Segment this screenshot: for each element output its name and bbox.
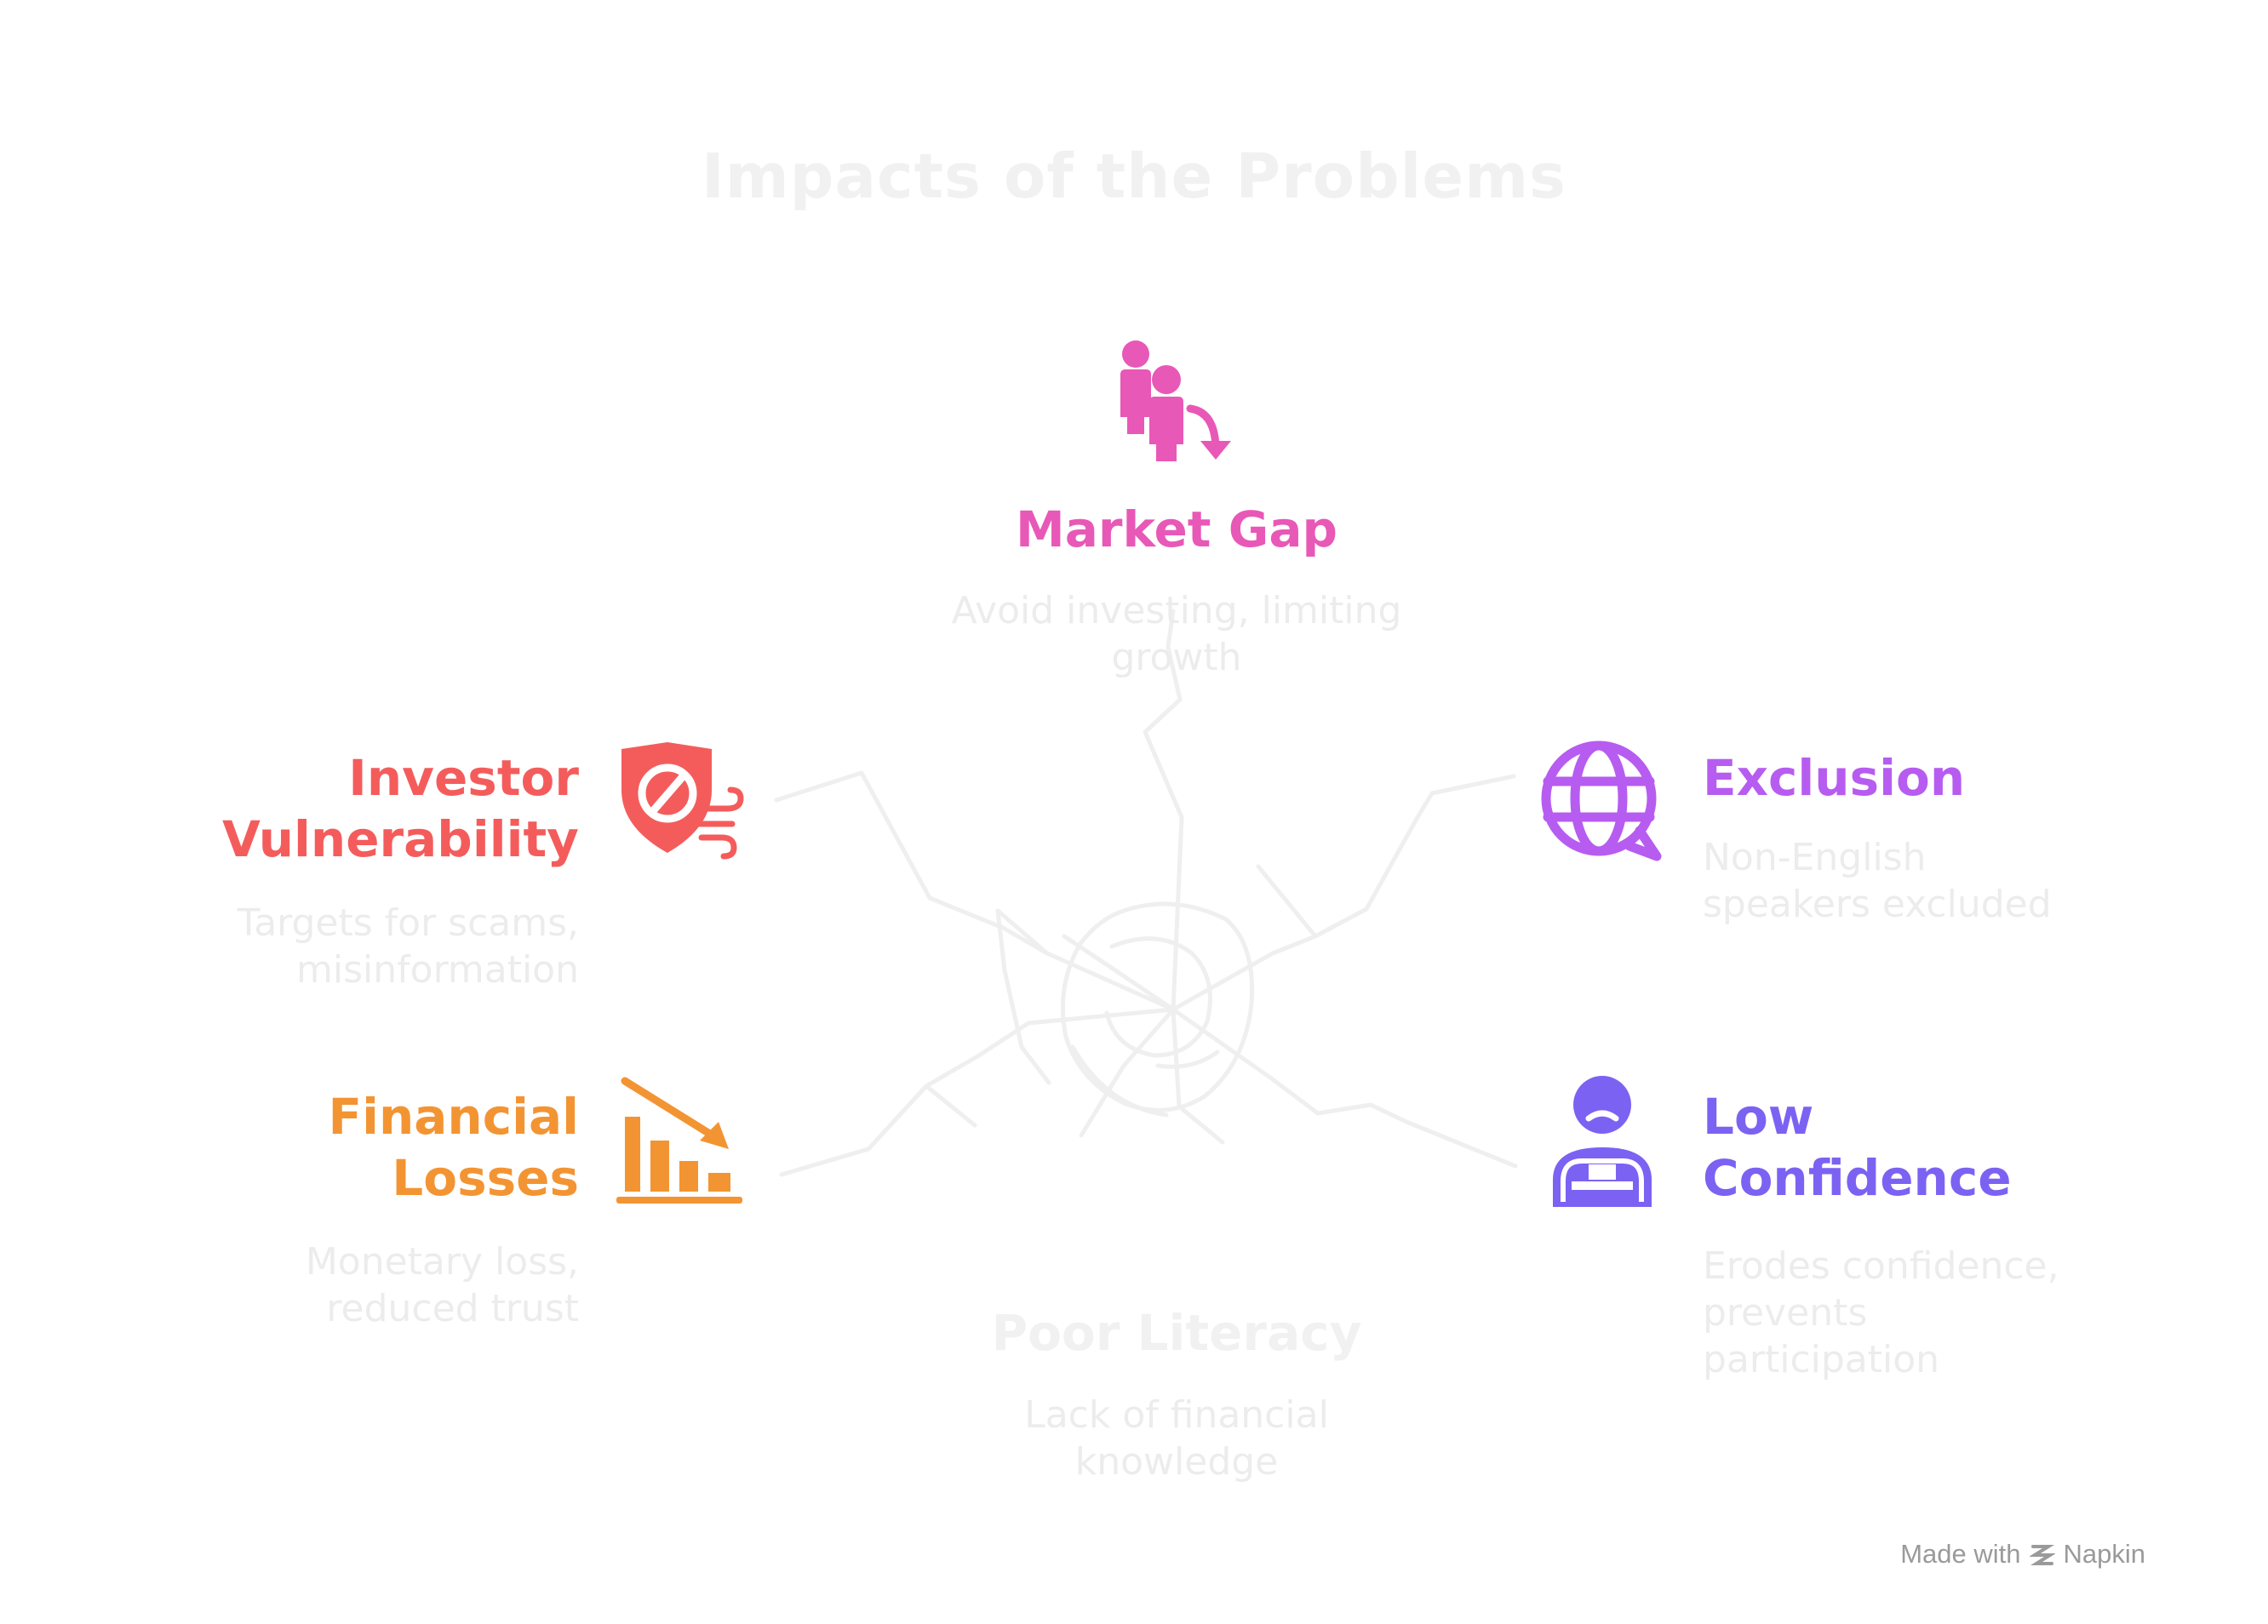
made-with-napkin-badge[interactable]: Made with Napkin	[1900, 1539, 2145, 1570]
financial-losses-description: Monetary loss, reduced trust	[305, 1240, 579, 1330]
globe-speech-icon	[1541, 741, 1662, 861]
diagram-title: Impacts of the Problems	[701, 140, 1567, 212]
investor-vulnerability-description: Targets for scams, misinformation	[237, 901, 579, 992]
sad-person-icon	[1553, 1076, 1652, 1207]
poor-literacy-heading: Poor Literacy	[991, 1304, 1362, 1362]
made-with-label: Made with	[1900, 1539, 2021, 1569]
napkin-logo-icon	[2029, 1545, 2055, 1565]
low-confidence-description: Erodes confidence, prevents participatio…	[1703, 1244, 2059, 1381]
investor-vulnerability-heading: Investor Vulnerability	[221, 749, 579, 868]
napkin-brand-label: Napkin	[2063, 1539, 2146, 1569]
people-down-arrow-icon	[1120, 340, 1231, 461]
bar-chart-decline-icon	[616, 1077, 742, 1204]
exclusion-description: Non-English speakers excluded	[1703, 836, 2052, 926]
poor-literacy-description: Lack of financial knowledge	[1024, 1393, 1329, 1484]
market-gap-heading: Market Gap	[1016, 500, 1337, 558]
market-gap-description: Avoid investing, limiting growth	[951, 589, 1402, 679]
exclusion-heading: Exclusion	[1703, 749, 1966, 807]
shield-wind-icon	[621, 742, 744, 860]
low-confidence-heading: Low Confidence	[1703, 1088, 2012, 1207]
financial-losses-heading: Financial Losses	[328, 1088, 579, 1207]
